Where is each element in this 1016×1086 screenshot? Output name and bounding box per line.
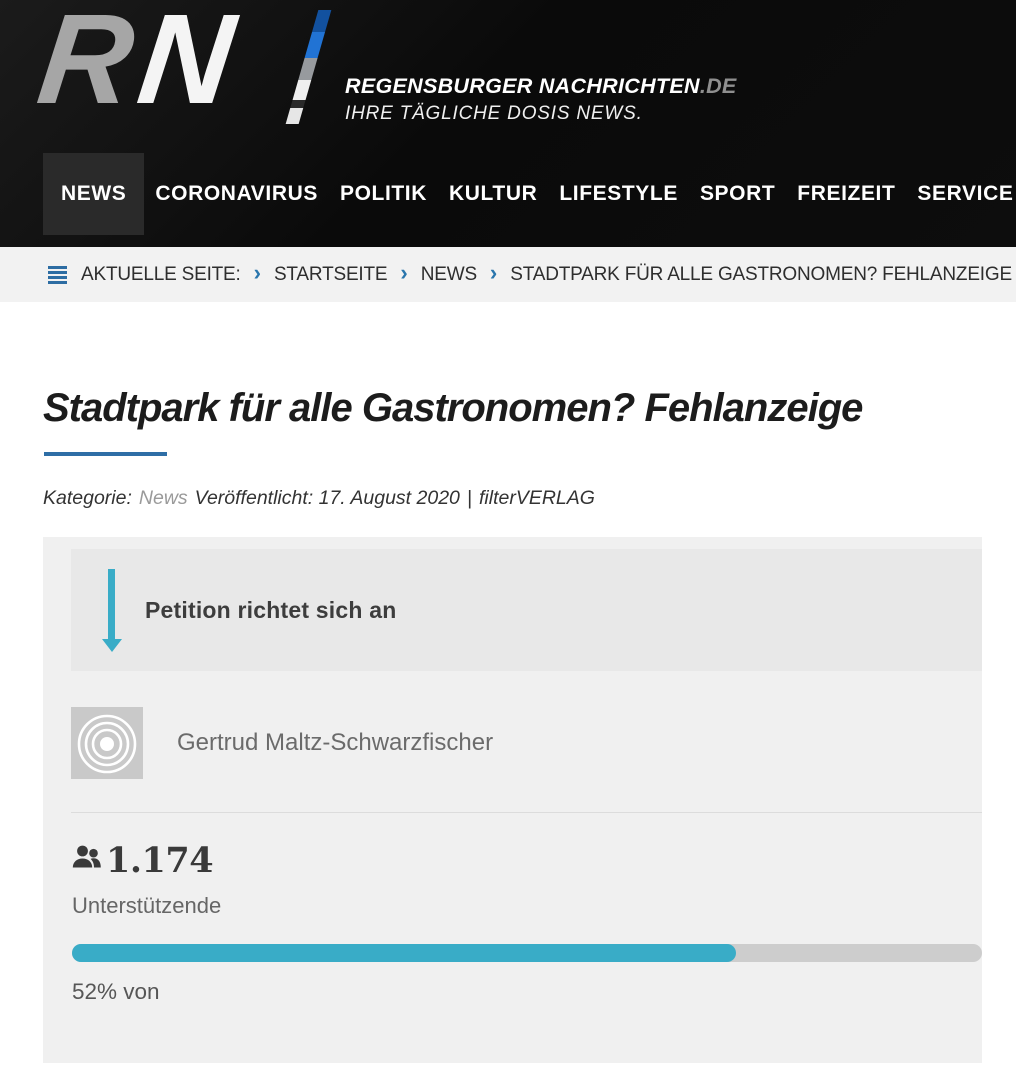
supporters-count: 1.174 [106,840,214,881]
supporters-row: 1.174 [72,840,214,881]
chevron-right-icon: › [400,259,408,285]
petition-band: Petition richtet sich an [71,549,982,671]
publisher: filterVERLAG [478,487,595,509]
logo-letter-r: R [31,0,142,131]
breadcrumb-items: › STARTSEITE › NEWS › STADTPARK FÜR ALLE GAST… [241,259,1013,286]
site-tagline: IHRE TÄGLICHE DOSIS NEWS. [345,103,643,124]
supporters-label: Unterstützende [72,893,222,918]
site-name-tld: .DE [699,74,737,98]
nav-item-freizeit[interactable]: FREIZEIT [797,182,896,205]
progress-fill [72,944,737,962]
avatar [71,707,143,779]
logo-letter-n: N [131,0,242,131]
category-link[interactable]: News [138,487,188,509]
chevron-right-icon: › [253,259,261,285]
site-name-main: REGENSBURGER NACHRICHTEN [345,74,700,98]
page-title: Stadtpark für alle Gastronomen? Fehlanze… [43,386,863,430]
nav-item-kultur[interactable]: KULTUR [449,182,538,205]
petition-band-title: Petition richtet sich an [145,596,397,623]
site-name: REGENSBURGER NACHRICHTEN.DE [345,74,737,99]
rn-logo[interactable]: R N [31,0,340,131]
nav-item-lifestyle[interactable]: LIFESTYLE [559,182,678,205]
brand-text: REGENSBURGER NACHRICHTEN.DE IHRE TÄGLICH… [345,74,737,125]
menu-icon[interactable] [48,265,67,284]
progress-text: 52% von [72,979,160,1004]
title-underline [44,452,167,456]
breadcrumb-label: AKTUELLE SEITE: [81,263,241,285]
breadcrumb-item[interactable]: STARTSEITE [273,263,388,285]
breadcrumb: AKTUELLE SEITE: › STARTSEITE › NEWS › STADTPA… [0,247,1016,302]
breadcrumb-item[interactable]: NEWS [420,263,477,285]
published-date: Veröffentlicht: 17. August 2020 [194,487,460,509]
main-nav: NEWS CORONAVIRUS POLITIK KULTUR LIFESTYLE SPO… [43,153,1016,235]
petition-widget: Petition richtet sich an Gertrud Maltz-S… [43,537,982,1063]
site-header: R N REGENSBURGER NACHRICHTEN.DE IHRE TÄG… [0,0,1016,247]
petition-recipient[interactable]: Gertrud Maltz-Schwarzfischer [177,729,494,756]
meta-pipe: | [466,487,472,509]
nav-item-sport[interactable]: SPORT [699,182,776,205]
article-meta: Kategorie: News Veröffentlicht: 17. Augu… [43,487,595,510]
arrow-down-icon [102,569,122,652]
progress-bar [72,944,982,962]
chevron-right-icon: › [489,259,498,285]
logo-stripe [285,10,332,124]
people-icon [72,844,101,874]
category-label: Kategorie: [43,487,132,509]
nav-item-news[interactable]: NEWS [43,153,145,235]
nav-item-politik[interactable]: POLITIK [339,182,427,205]
nav-item-service[interactable]: SERVICE [917,182,1014,205]
nav-item-coronavirus[interactable]: CORONAVIRUS [155,182,318,205]
breadcrumb-item[interactable]: STADTPARK FÜR ALLE GASTRONOMEN? FEHLANZE… [510,263,1012,285]
divider [71,812,982,813]
